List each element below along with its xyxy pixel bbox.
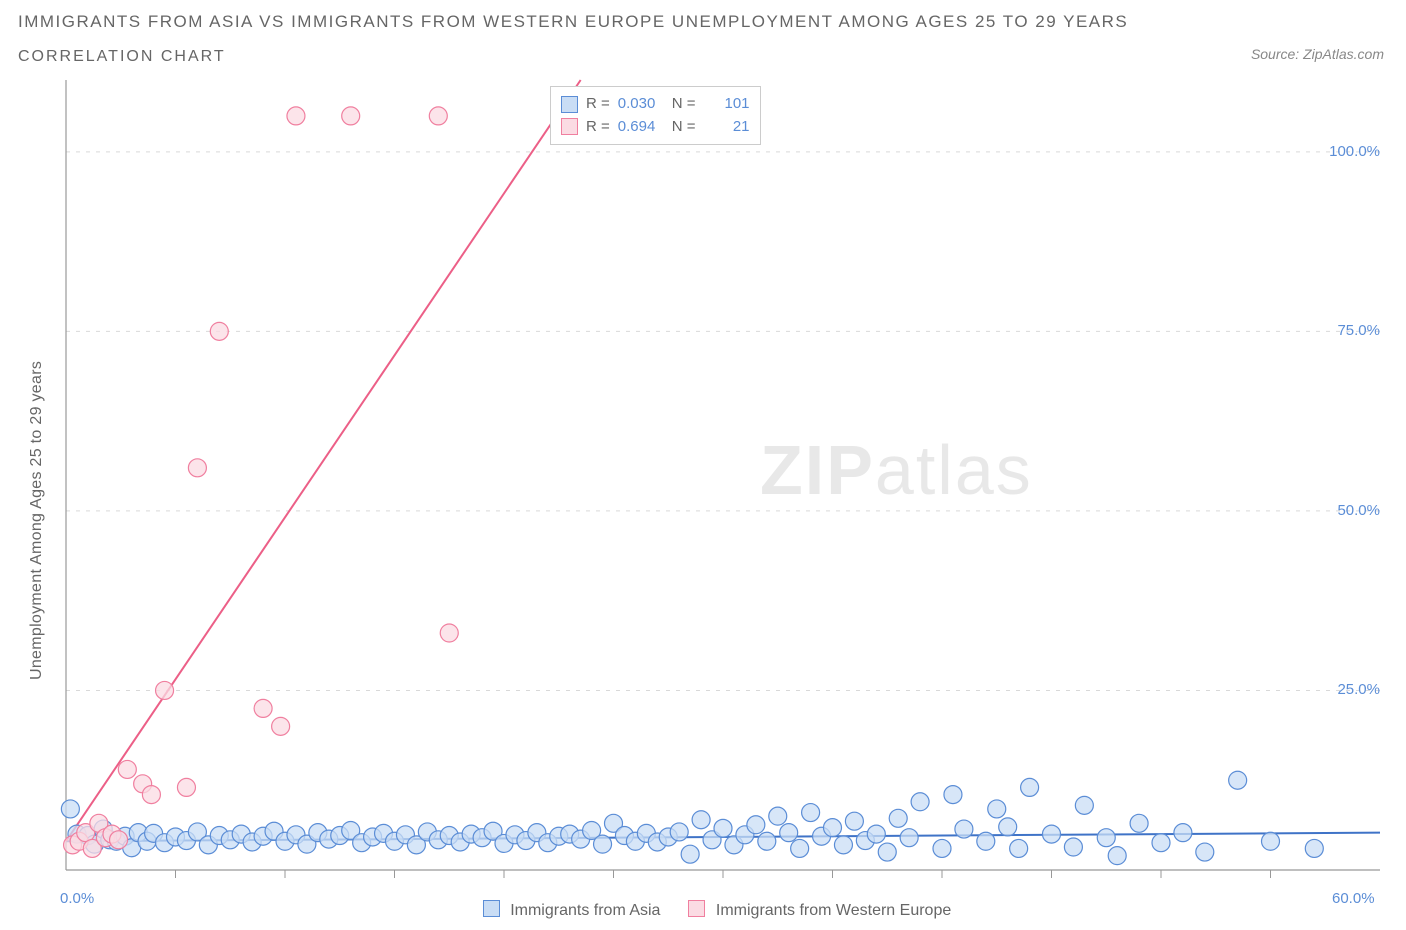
legend-swatch <box>483 900 500 917</box>
y-tick-label: 100.0% <box>1316 143 1380 160</box>
series-swatch <box>561 96 578 113</box>
x-tick-label: 60.0% <box>1332 890 1375 907</box>
n-value: 101 <box>704 93 750 116</box>
r-value: 0.694 <box>618 116 664 139</box>
legend-label: Immigrants from Asia <box>506 902 661 919</box>
stats-legend-box: R = 0.030 N = 101 R = 0.694 N = 21 <box>550 86 761 145</box>
series-swatch <box>561 118 578 135</box>
y-tick-label: 25.0% <box>1316 681 1380 698</box>
r-value: 0.030 <box>618 93 664 116</box>
y-tick-label: 75.0% <box>1316 322 1380 339</box>
r-label: R = <box>586 116 610 139</box>
y-tick-label: 50.0% <box>1316 502 1380 519</box>
n-label: N = <box>672 93 696 116</box>
r-label: R = <box>586 93 610 116</box>
legend-swatch <box>688 900 705 917</box>
n-label: N = <box>672 116 696 139</box>
stats-row: R = 0.694 N = 21 <box>561 116 750 139</box>
x-tick-label: 0.0% <box>60 890 94 907</box>
n-value: 21 <box>704 116 750 139</box>
stats-row: R = 0.030 N = 101 <box>561 93 750 116</box>
series-legend: Immigrants from Asia Immigrants from Wes… <box>0 900 1406 920</box>
legend-label: Immigrants from Western Europe <box>711 902 951 919</box>
